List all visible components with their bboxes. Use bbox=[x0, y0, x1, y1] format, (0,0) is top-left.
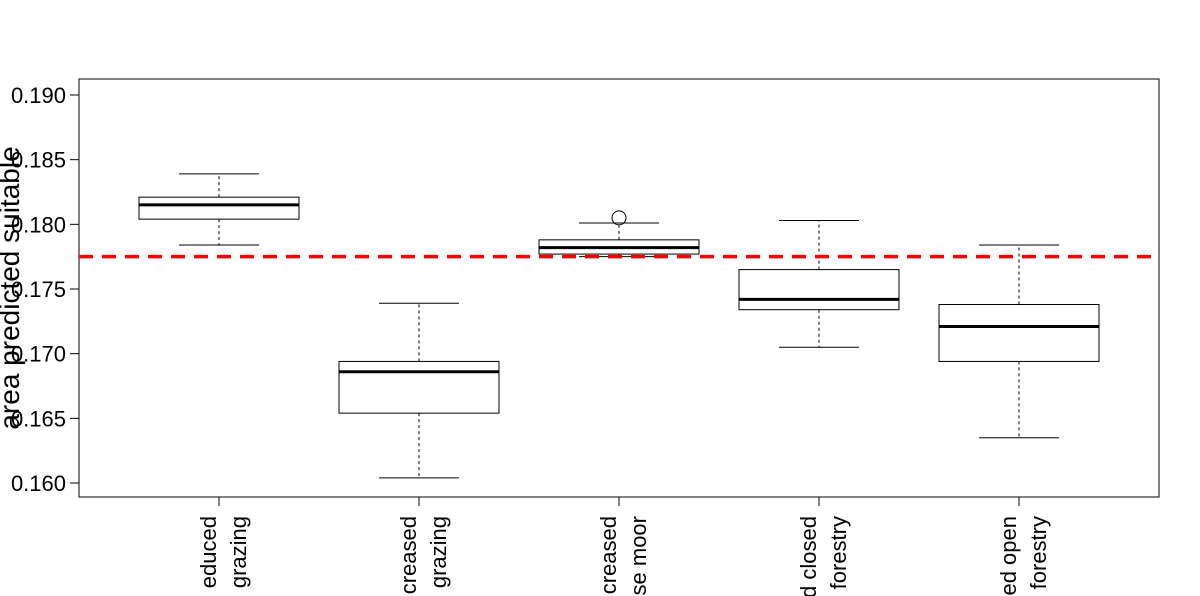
x-category-label-line: creased bbox=[596, 516, 621, 594]
box-item bbox=[338, 302, 500, 479]
x-category-label-line: creased bbox=[396, 516, 421, 594]
y-tick-label: 0.160 bbox=[11, 471, 66, 496]
y-axis: 0.160 0.165 0.170 0.175 0.180 0.185 0.190 bbox=[11, 83, 79, 496]
x-category-label: ed open forestry bbox=[996, 516, 1051, 596]
box-iqr bbox=[338, 360, 500, 414]
y-tick-label: 0.190 bbox=[11, 83, 66, 108]
box-series bbox=[138, 173, 1100, 479]
y-axis-label: area predicted suitable bbox=[0, 146, 25, 429]
x-category-label: d closed forestry bbox=[796, 516, 851, 596]
x-category-label: creased se moor bbox=[596, 516, 651, 595]
box-item bbox=[938, 244, 1100, 439]
x-axis: educed grazing creased grazing creased se moo… bbox=[196, 497, 1051, 596]
x-category-label: creased grazing bbox=[396, 516, 451, 594]
y-tick-label: 0.170 bbox=[11, 342, 66, 367]
box-item bbox=[138, 173, 300, 246]
box-iqr bbox=[738, 269, 900, 311]
plot-frame bbox=[78, 78, 1160, 498]
box-item bbox=[738, 219, 900, 348]
box-iqr bbox=[138, 196, 300, 220]
x-category-label-line: forestry bbox=[1026, 516, 1051, 589]
y-tick-label: 0.165 bbox=[11, 406, 66, 431]
x-category-label-line: d closed bbox=[796, 516, 821, 596]
x-category-label-line: ed open bbox=[996, 516, 1021, 596]
x-category-label-line: grazing bbox=[426, 516, 451, 588]
x-category-label-line: forestry bbox=[826, 516, 851, 589]
y-tick-label: 0.185 bbox=[11, 148, 66, 173]
y-tick-label: 0.180 bbox=[11, 212, 66, 237]
x-category-label-line: educed bbox=[196, 516, 221, 588]
outlier-point bbox=[611, 210, 627, 226]
box-item bbox=[538, 210, 700, 258]
box-iqr bbox=[938, 304, 1100, 362]
y-tick-label: 0.175 bbox=[11, 277, 66, 302]
x-category-label: educed grazing bbox=[196, 516, 251, 588]
x-category-label-line: grazing bbox=[226, 516, 251, 588]
x-category-label-line: se moor bbox=[626, 516, 651, 595]
